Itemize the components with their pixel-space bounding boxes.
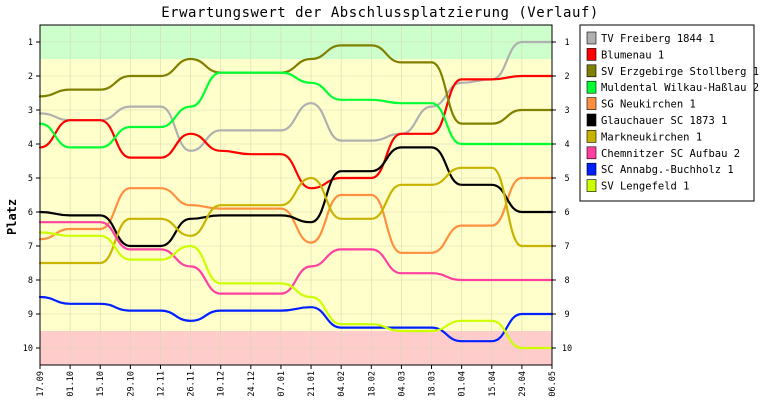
x-tick-label: 01.04 <box>458 371 468 397</box>
legend-label-9: SV Lengefeld 1 <box>601 181 690 193</box>
y-tick-label-right: 9 <box>564 310 569 320</box>
legend-label-4: SG Neukirchen 1 <box>601 99 696 111</box>
series-lines <box>38 40 554 350</box>
series-line-0 <box>38 40 554 152</box>
legend-swatch-8 <box>586 162 597 176</box>
y-tick-label: 3 <box>28 106 33 116</box>
x-tick-label: 04.03 <box>397 371 407 397</box>
x-tick-label: 04.02 <box>337 371 347 397</box>
y-tick-label-right: 7 <box>564 242 569 252</box>
legend-label-5: Glauchauer SC 1873 1 <box>601 115 727 127</box>
chart-title: Erwartungswert der Abschlussplatzierung … <box>161 5 599 21</box>
x-tick-label: 17.09 <box>36 371 46 397</box>
legend: TV Freiberg 1844 1 Blumenau 1 SV Erzgebirg… <box>579 24 759 202</box>
y-tick-label: 8 <box>28 276 33 286</box>
y-tick-label-right: 5 <box>564 174 569 184</box>
legend-swatch-4 <box>586 97 597 110</box>
legend-box <box>579 24 755 202</box>
legend-swatch-0 <box>586 31 597 45</box>
series-line-5 <box>38 146 554 248</box>
series-line-8 <box>38 295 554 343</box>
x-tick-label: 07.01 <box>277 371 287 397</box>
legend-label-0: TV Freiberg 1844 1 <box>601 33 715 45</box>
series-line-3 <box>38 71 554 149</box>
legend-label-2: SV Erzgebirge Stollberg 1 <box>601 66 759 78</box>
legend-label-1: Blumenau 1 <box>601 49 664 61</box>
x-tick-label: 29.04 <box>518 371 528 397</box>
legend-label-8: SC Annabg.-Buchholz 1 <box>601 164 734 176</box>
x-tick-label: 15.10 <box>96 371 106 397</box>
band-1 <box>40 59 552 331</box>
series-line-6 <box>38 166 554 265</box>
y-axis-ticks: 1 1 2 2 3 3 4 4 5 5 6 6 7 7 8 8 9 9 10 10 <box>23 38 572 354</box>
x-tick-label: 26.11 <box>187 371 197 397</box>
y-tick-label-right: 3 <box>564 106 569 116</box>
legend-swatch-1 <box>586 48 597 61</box>
series-line-4 <box>38 176 554 254</box>
y-tick-label: 5 <box>28 174 33 184</box>
y-tick-label: 2 <box>28 72 33 82</box>
legend-swatch-3 <box>586 80 597 94</box>
plot-border <box>39 24 553 366</box>
y-tick-label: 6 <box>28 208 33 218</box>
y-tick-label-right: 6 <box>564 208 569 218</box>
x-tick-label: 18.02 <box>367 371 377 397</box>
legend-label-6: Markneukirchen 1 <box>601 131 702 143</box>
x-tick-label: 21.01 <box>307 371 317 397</box>
legend-swatch-9 <box>586 179 597 192</box>
x-tick-label: 15.04 <box>488 371 498 397</box>
y-tick-label: 10 <box>23 344 33 354</box>
series-line-9 <box>38 231 554 350</box>
y-tick-label-right: 2 <box>564 72 569 82</box>
y-tick-label-right: 4 <box>564 140 569 150</box>
x-tick-label: 10.12 <box>217 371 227 397</box>
y-tick-label: 4 <box>28 140 33 150</box>
legend-swatch-6 <box>586 130 597 143</box>
legend-swatch-5 <box>586 113 597 127</box>
legend-swatch-7 <box>586 146 597 160</box>
x-axis-ticks: 17.09 01.10 15.10 29.10 12.11 26.11 10.12 24.12… <box>36 365 558 397</box>
y-tick-label: 1 <box>28 38 33 48</box>
x-tick-label: 12.11 <box>156 371 166 397</box>
x-tick-label: 06.05 <box>548 371 558 397</box>
x-tick-label: 24.12 <box>247 371 257 397</box>
x-tick-label: 29.10 <box>126 371 136 397</box>
series-line-2 <box>38 44 554 125</box>
series-line-1 <box>38 74 554 190</box>
legend-swatch-2 <box>586 64 597 78</box>
plot-frame <box>39 24 553 366</box>
series-line-7 <box>38 221 554 295</box>
y-tick-label: 9 <box>28 310 33 320</box>
y-tick-label-right: 1 <box>564 38 569 48</box>
y-tick-label-right: 10 <box>562 344 572 354</box>
legend-label-3: Muldental Wilkau-Haßlau 2 <box>601 82 759 94</box>
x-tick-label: 01.10 <box>66 371 76 397</box>
legend-label-7: Chemnitzer SC Aufbau 2 <box>601 148 740 160</box>
x-tick-label: 18.03 <box>428 371 438 397</box>
y-tick-label: 7 <box>28 242 33 252</box>
y-tick-label-right: 8 <box>564 276 569 286</box>
